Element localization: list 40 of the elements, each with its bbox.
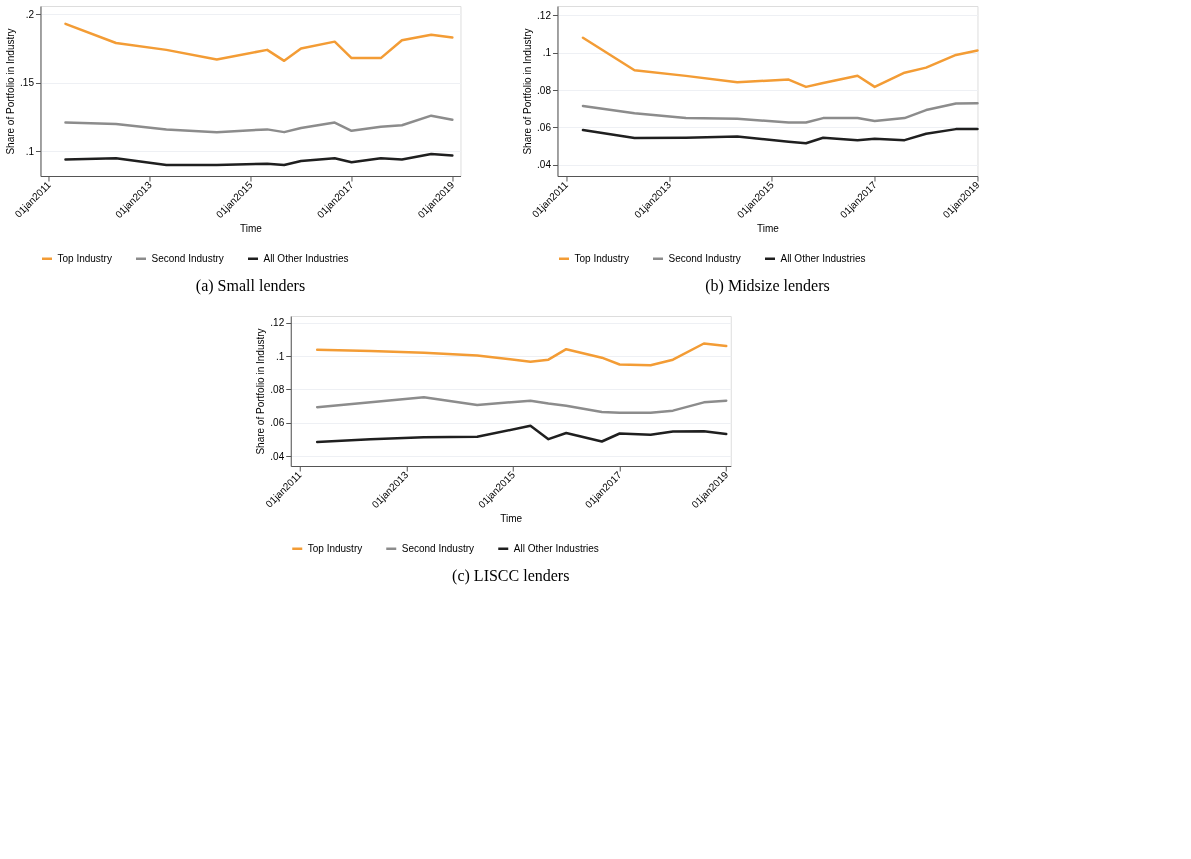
y-tick-label: .06 xyxy=(537,121,552,133)
x-axis-title: Time xyxy=(500,513,523,525)
y-tick-label: .2 xyxy=(25,8,35,20)
text: (a) Small lenders xyxy=(195,277,306,295)
y-axis-title: Share of Portfolio in Industry xyxy=(255,328,267,455)
y-tick-label: .06 xyxy=(270,417,285,429)
y-tick-label: .04 xyxy=(537,159,552,171)
line-series xyxy=(315,396,728,415)
legend-label: Top Industry xyxy=(307,542,363,554)
y-tick-label: .1 xyxy=(275,350,285,362)
line-series xyxy=(64,114,454,134)
text: (c) LISCC lenders xyxy=(452,567,570,585)
legend-label: Second Industry xyxy=(668,252,741,264)
line-series xyxy=(64,22,454,63)
y-axis-title: Share of Portfolio in Industry xyxy=(522,28,534,155)
legend-label: All Other Industries xyxy=(780,252,866,264)
legend-label: Second Industry xyxy=(401,542,475,554)
legend-label: All Other Industries xyxy=(513,542,599,554)
legend-label: Top Industry xyxy=(574,252,629,264)
y-tick-label: .1 xyxy=(25,145,35,157)
line-series xyxy=(581,36,979,89)
x-axis-title: Time xyxy=(757,223,780,235)
y-tick-label: .08 xyxy=(270,383,285,395)
y-axis-title: Share of Portfolio in Industry xyxy=(5,28,17,155)
y-tick-label: .15 xyxy=(20,77,35,89)
line-series xyxy=(315,342,728,367)
text: (b) Midsize lenders xyxy=(705,277,830,295)
y-tick-label: .08 xyxy=(537,84,552,96)
legend-label: All Other Industries xyxy=(263,252,349,264)
legend-label: Top Industry xyxy=(57,252,112,264)
y-tick-label: .12 xyxy=(270,317,285,329)
y-tick-label: .12 xyxy=(537,9,552,21)
legend-label: Second Industry xyxy=(151,252,224,264)
y-tick-label: .1 xyxy=(542,47,552,59)
line-series xyxy=(581,101,979,124)
y-tick-label: .04 xyxy=(270,450,285,462)
x-axis-title: Time xyxy=(240,223,263,235)
line-series xyxy=(315,424,728,444)
line-series xyxy=(581,127,979,145)
line-series xyxy=(64,152,454,167)
